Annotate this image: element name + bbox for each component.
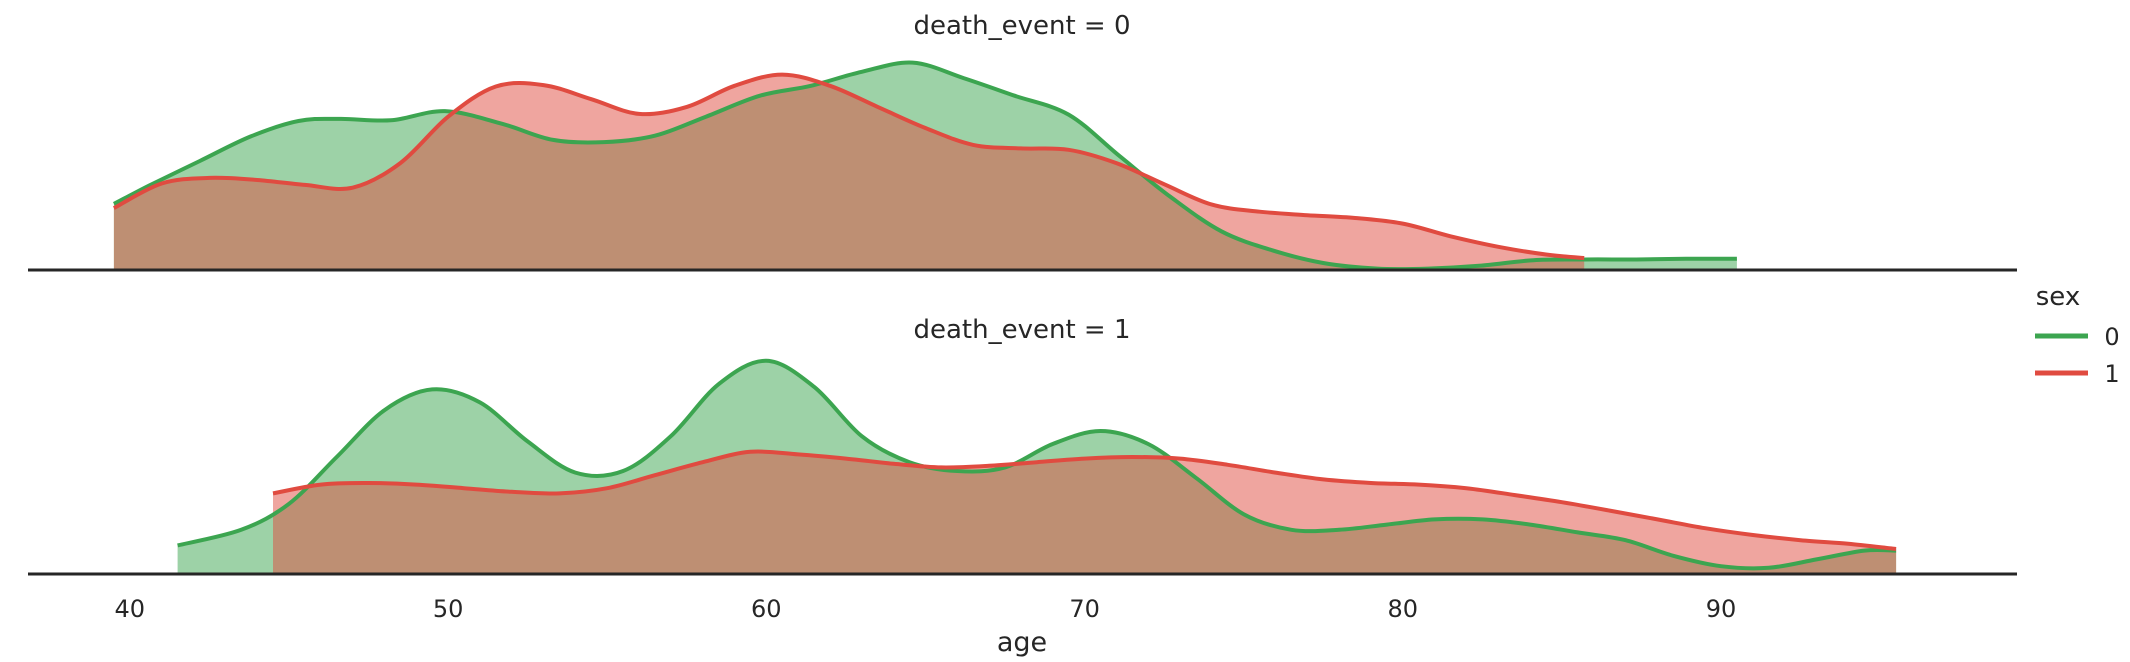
density-area-sex-1 [273, 451, 1897, 574]
legend-item-sex-0: 0 [2035, 323, 2120, 351]
x-tick-label: 70 [1069, 595, 1100, 623]
legend-label: 1 [2104, 360, 2119, 388]
x-tick-label: 80 [1388, 595, 1419, 623]
x-tick-label: 60 [751, 595, 782, 623]
legend-item-sex-1: 1 [2035, 360, 2120, 388]
facet-title: death_event = 1 [913, 315, 1130, 345]
x-tick-label: 40 [115, 595, 146, 623]
legend: sex 0 1 [2035, 282, 2120, 388]
x-tick-label: 50 [433, 595, 464, 623]
x-axis-ticks: 40 50 60 70 80 90 [115, 595, 1737, 623]
facet-panel-death-event-0: death_event = 0 [28, 11, 2017, 272]
density-line-sex-0 [112, 60, 1737, 272]
legend-title: sex [2036, 282, 2080, 312]
x-tick-label: 90 [1706, 595, 1737, 623]
x-axis-label: age [997, 627, 1047, 658]
density-line-sex-1 [272, 449, 1897, 551]
density-line-sex-0 [177, 358, 1897, 571]
facet-panel-death-event-1: death_event = 1 [28, 315, 2017, 576]
legend-label: 0 [2104, 323, 2119, 351]
facet-title: death_event = 0 [913, 11, 1130, 41]
density-area-sex-1 [113, 74, 1585, 270]
density-line-sex-1 [112, 72, 1585, 260]
